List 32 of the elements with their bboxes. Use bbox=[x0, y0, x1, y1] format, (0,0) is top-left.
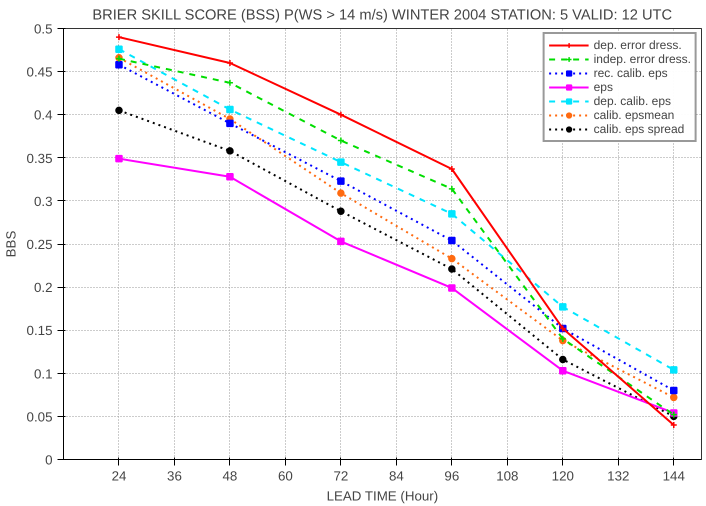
legend-label: rec. calib. eps bbox=[594, 66, 668, 80]
y-tick-label: 0.25 bbox=[26, 237, 53, 252]
y-tick-label: 0.4 bbox=[34, 108, 54, 123]
y-tick-label: 0.5 bbox=[34, 22, 53, 36]
y-tick-label: 0.1 bbox=[34, 366, 53, 382]
y-tick-label: 0.45 bbox=[26, 64, 53, 80]
legend-label: dep. calib. eps bbox=[594, 94, 671, 108]
y-tick-label: 0 bbox=[45, 452, 53, 468]
x-tick-label: 96 bbox=[444, 468, 460, 484]
chart-title: BRIER SKILL SCORE (BSS) P(WS > 14 m/s) WINTER 2004 STATION: 5 VALID: 12 UTC bbox=[92, 8, 673, 24]
x-tick-label: 132 bbox=[607, 468, 630, 484]
y-tick-label: 0.15 bbox=[26, 323, 53, 338]
legend-label: indep. error dress. bbox=[594, 52, 691, 66]
legend-label: calib. eps spread bbox=[594, 122, 684, 136]
x-axis-title: LEAD TIME (Hour) bbox=[326, 488, 438, 504]
y-axis-title: BBS bbox=[4, 230, 19, 258]
x-tick-label: 48 bbox=[222, 468, 238, 484]
x-tick-label: 36 bbox=[167, 468, 182, 484]
x-tick-label: 120 bbox=[552, 468, 574, 484]
y-tick-label: 0.35 bbox=[26, 150, 53, 166]
x-tick-label: 24 bbox=[112, 468, 127, 484]
y-tick-label: 0.3 bbox=[34, 194, 53, 209]
legend-label: eps bbox=[594, 80, 614, 94]
legend-label: dep. error dress. bbox=[594, 38, 682, 52]
legend-label: calib. epsmean bbox=[594, 108, 674, 122]
x-tick-label: 72 bbox=[333, 468, 348, 484]
y-tick-label: 0.05 bbox=[26, 409, 53, 424]
y-tick-label: 0.2 bbox=[34, 280, 53, 296]
x-tick-label: 108 bbox=[496, 468, 518, 484]
x-tick-label: 84 bbox=[388, 468, 404, 484]
x-tick-label: 60 bbox=[278, 468, 293, 484]
x-tick-label: 144 bbox=[662, 468, 686, 484]
